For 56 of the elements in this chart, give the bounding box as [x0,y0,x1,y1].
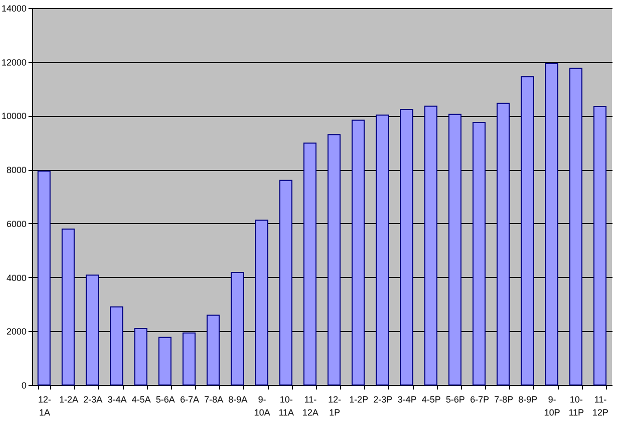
bar [496,102,510,386]
y-tick-label: 6000 [6,218,26,229]
x-tick-label: 7-8P [494,394,514,404]
bar [424,106,438,386]
x-tick-label: 6-7P [470,394,490,404]
y-tick-label: 2000 [6,326,26,337]
bar [206,314,220,386]
bar [328,134,341,386]
x-tick-label: 8-9P [518,394,538,404]
x-tick-label: 9-10P [544,394,560,418]
bar [472,122,486,386]
bar [134,328,148,386]
x-tick-label: 12-1P [328,394,342,418]
y-tick-label: 14000 [1,4,26,14]
x-tick-label: 8-9A [228,394,248,404]
y-tick-label: 4000 [6,272,26,283]
bar [593,106,606,386]
bar [110,306,124,386]
x-tick-label: 5-6A [156,394,175,404]
x-tick-label: 3-4A [108,394,127,404]
x-tick-label: 1-2A [59,394,78,404]
bar [545,62,558,386]
x-tick-label: 12-1A [38,394,52,418]
x-tick-label: 11-12P [592,394,608,418]
x-tick-label: 10-11P [568,394,584,418]
bar [520,76,534,386]
y-tick-label: 8000 [6,165,26,176]
x-tick-label: 7-8A [204,394,224,404]
x-tick-label: 11-12A [302,394,318,418]
bar [230,272,244,386]
y-tick-label: 12000 [1,57,26,68]
x-tick-label: 4-5P [422,394,441,404]
bar [569,68,582,386]
bar [158,336,172,386]
x-tick-label: 1-2P [349,394,368,404]
bar [303,142,316,386]
y-tick-label: 10000 [1,111,26,122]
bar [38,170,51,386]
y-tick-label: 0 [21,380,26,390]
bar [400,109,414,386]
x-tick-label: 4-5A [132,394,151,404]
bar [62,228,75,386]
x-tick-label: 3-4P [398,394,417,404]
x-tick-label: 2-3A [83,394,102,404]
x-tick-label: 9-10A [254,394,270,418]
bar [279,180,292,386]
bar [376,114,389,386]
bar [352,120,365,386]
bar [255,220,268,386]
x-tick-label: 2-3P [373,394,392,404]
x-tick-label: 10-11A [278,394,294,418]
x-tick-label: 5-6P [446,394,465,404]
bar [448,114,462,386]
bar [182,332,196,386]
bar [86,274,99,386]
x-tick-label: 6-7A [180,394,200,404]
